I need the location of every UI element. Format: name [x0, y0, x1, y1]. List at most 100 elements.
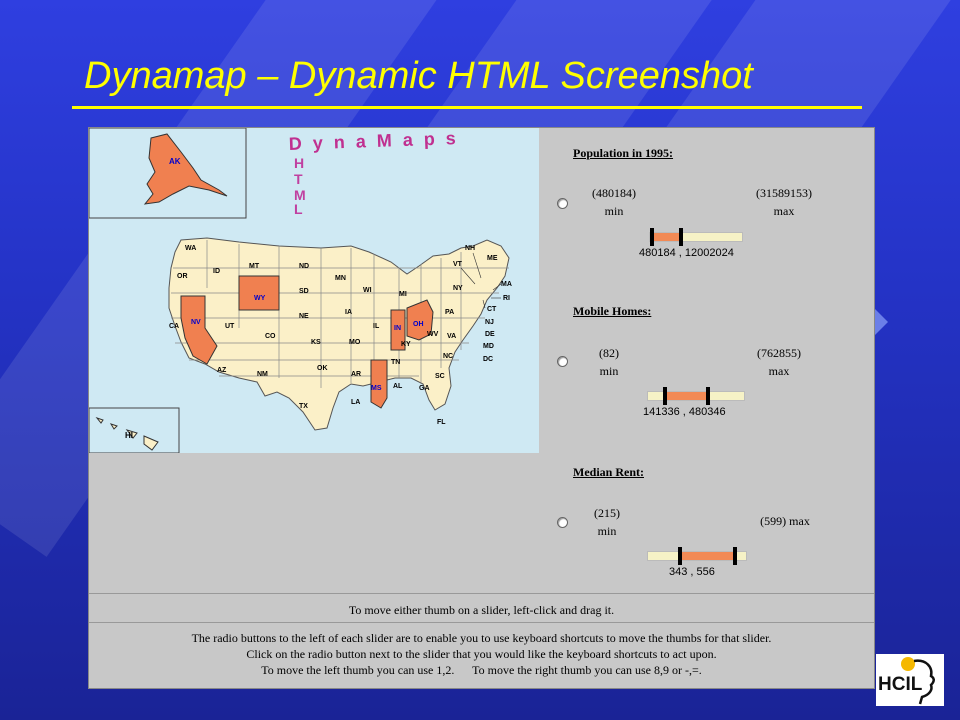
dynamaps-banner: D y n a M a p s H T M L	[288, 128, 459, 217]
svg-text:M: M	[294, 187, 306, 203]
mobile-homes-slider-left-thumb[interactable]	[663, 387, 668, 405]
controls-panel: HCIL Population in 1995: (480184) min (3…	[539, 128, 874, 593]
mobile-homes-max-label: max	[768, 364, 790, 378]
mobile-homes-slider-fill	[665, 392, 709, 400]
median-rent-slider-left-thumb[interactable]	[678, 547, 683, 565]
state-label-ak: AK	[169, 157, 181, 166]
slider-mobile-homes-title: Mobile Homes:	[573, 304, 652, 318]
slide-title: Dynamap – Dynamic HTML Screenshot	[84, 55, 753, 97]
state-label-or: OR	[177, 273, 188, 280]
svg-text:L: L	[294, 201, 303, 217]
title-underline	[72, 106, 862, 109]
population-max-label: max	[773, 204, 795, 218]
state-label-nm: NM	[257, 371, 268, 378]
state-label-ga: GA	[419, 385, 430, 392]
slider-median-rent-title: Median Rent:	[573, 465, 644, 479]
state-label-al: AL	[393, 383, 403, 390]
population-slider-left-thumb[interactable]	[650, 228, 654, 246]
population-slider-right-thumb[interactable]	[679, 228, 684, 246]
state-label-mn: MN	[335, 275, 346, 282]
state-label-ca: CA	[169, 323, 179, 330]
median-rent-slider-track[interactable]	[647, 547, 747, 565]
state-label-nd: ND	[299, 263, 309, 270]
svg-text:D y n a M a p s: D y n a M a p s	[288, 128, 459, 154]
slider-mobile-homes-radio[interactable]	[557, 356, 568, 367]
keyboard-instructions: The radio buttons to the left of each sl…	[89, 622, 874, 688]
keyboard-instruction-line: Click on the radio button next to the sl…	[246, 647, 717, 661]
state-label-ky: KY	[401, 341, 411, 348]
state-label-wv: WV	[427, 331, 439, 338]
median-rent-max-value: (599) max	[760, 514, 810, 528]
hawaii-inset-box	[89, 407, 180, 454]
state-label-nc: NC	[443, 353, 453, 360]
state-label-wi: WI	[363, 287, 372, 294]
state-nv[interactable]	[180, 295, 218, 365]
state-label-ar: AR	[351, 371, 361, 378]
svg-text:H: H	[294, 155, 304, 171]
state-label-ks: KS	[311, 339, 321, 346]
mobile-homes-slider-track[interactable]	[647, 387, 745, 405]
population-slider-fill	[650, 233, 682, 241]
state-hi[interactable]	[95, 416, 159, 451]
state-label-fl: FL	[437, 419, 446, 426]
state-label-ma: MA	[501, 281, 512, 288]
svg-text:T: T	[294, 171, 303, 187]
keyboard-instruction-line: The radio buttons to the left of each sl…	[191, 631, 772, 645]
state-label-wy: WY	[254, 295, 266, 302]
state-leader-lines	[460, 252, 502, 309]
state-label-oh: OH	[413, 321, 424, 328]
state-label-vt: VT	[453, 261, 463, 268]
population-slider-track[interactable]	[649, 228, 743, 246]
mobile-homes-min-label: min	[599, 364, 619, 378]
state-label-sc: SC	[435, 373, 445, 380]
state-label-ok: OK	[317, 365, 328, 372]
population-range-text: 480184 , 12002024	[639, 247, 734, 259]
state-label-mo: MO	[349, 339, 361, 346]
state-ms[interactable]	[370, 359, 388, 409]
hcil-logo-small: HCIL	[876, 654, 944, 706]
state-label-tn: TN	[391, 359, 400, 366]
slider-population-title: Population in 1995:	[573, 146, 674, 160]
state-in[interactable]	[390, 309, 406, 351]
state-label-pa: PA	[445, 309, 454, 316]
state-labels: WA OR CA ID NV MT WY UT AZ CO NM ND SD N…	[169, 245, 512, 426]
state-label-nj: NJ	[485, 319, 494, 326]
state-label-ia: IA	[345, 309, 352, 316]
population-max-value: (31589153)	[756, 186, 812, 200]
state-label-co: CO	[265, 333, 276, 340]
state-label-de: DE	[485, 331, 495, 338]
state-label-ri: RI	[503, 295, 510, 302]
median-rent-slider-right-thumb[interactable]	[733, 547, 738, 565]
slider-median-rent-radio[interactable]	[557, 517, 568, 528]
population-min-value: (480184)	[592, 186, 636, 200]
mobile-homes-range-text: 141336 , 480346	[643, 406, 726, 418]
state-oh[interactable]	[406, 299, 434, 341]
state-label-me: ME	[487, 255, 498, 262]
state-label-mt: MT	[249, 263, 260, 270]
state-label-wa: WA	[185, 245, 196, 252]
state-wy[interactable]	[238, 275, 280, 311]
mobile-homes-slider-right-thumb[interactable]	[706, 387, 711, 405]
state-label-va: VA	[447, 333, 456, 340]
state-label-ct: CT	[487, 306, 497, 313]
state-label-dc: DC	[483, 356, 493, 363]
state-label-tx: TX	[299, 403, 308, 410]
mobile-homes-max-value: (762855)	[757, 346, 801, 360]
drag-instructions: To move either thumb on a slider, left-c…	[89, 593, 874, 622]
us-map: AK HI D y n a M a p s H T M L	[89, 128, 539, 454]
median-rent-min-label: min	[597, 524, 617, 538]
median-rent-min-value: (215)	[594, 506, 620, 520]
us-map-svg: AK HI D y n a M a p s H T M L	[89, 128, 512, 454]
state-label-ne: NE	[299, 313, 309, 320]
median-rent-range-text: 343 , 556	[669, 566, 715, 578]
state-label-ny: NY	[453, 285, 463, 292]
state-label-nv: NV	[191, 319, 201, 326]
state-label-ut: UT	[225, 323, 235, 330]
population-min-label: min	[604, 204, 624, 218]
state-ak[interactable]	[143, 133, 228, 205]
screenshot-panel: AK HI D y n a M a p s H T M L	[88, 127, 875, 689]
mobile-homes-min-value: (82)	[599, 346, 619, 360]
state-label-id: ID	[213, 268, 220, 275]
slider-population-radio[interactable]	[557, 198, 568, 209]
svg-text:HCIL: HCIL	[878, 674, 923, 695]
